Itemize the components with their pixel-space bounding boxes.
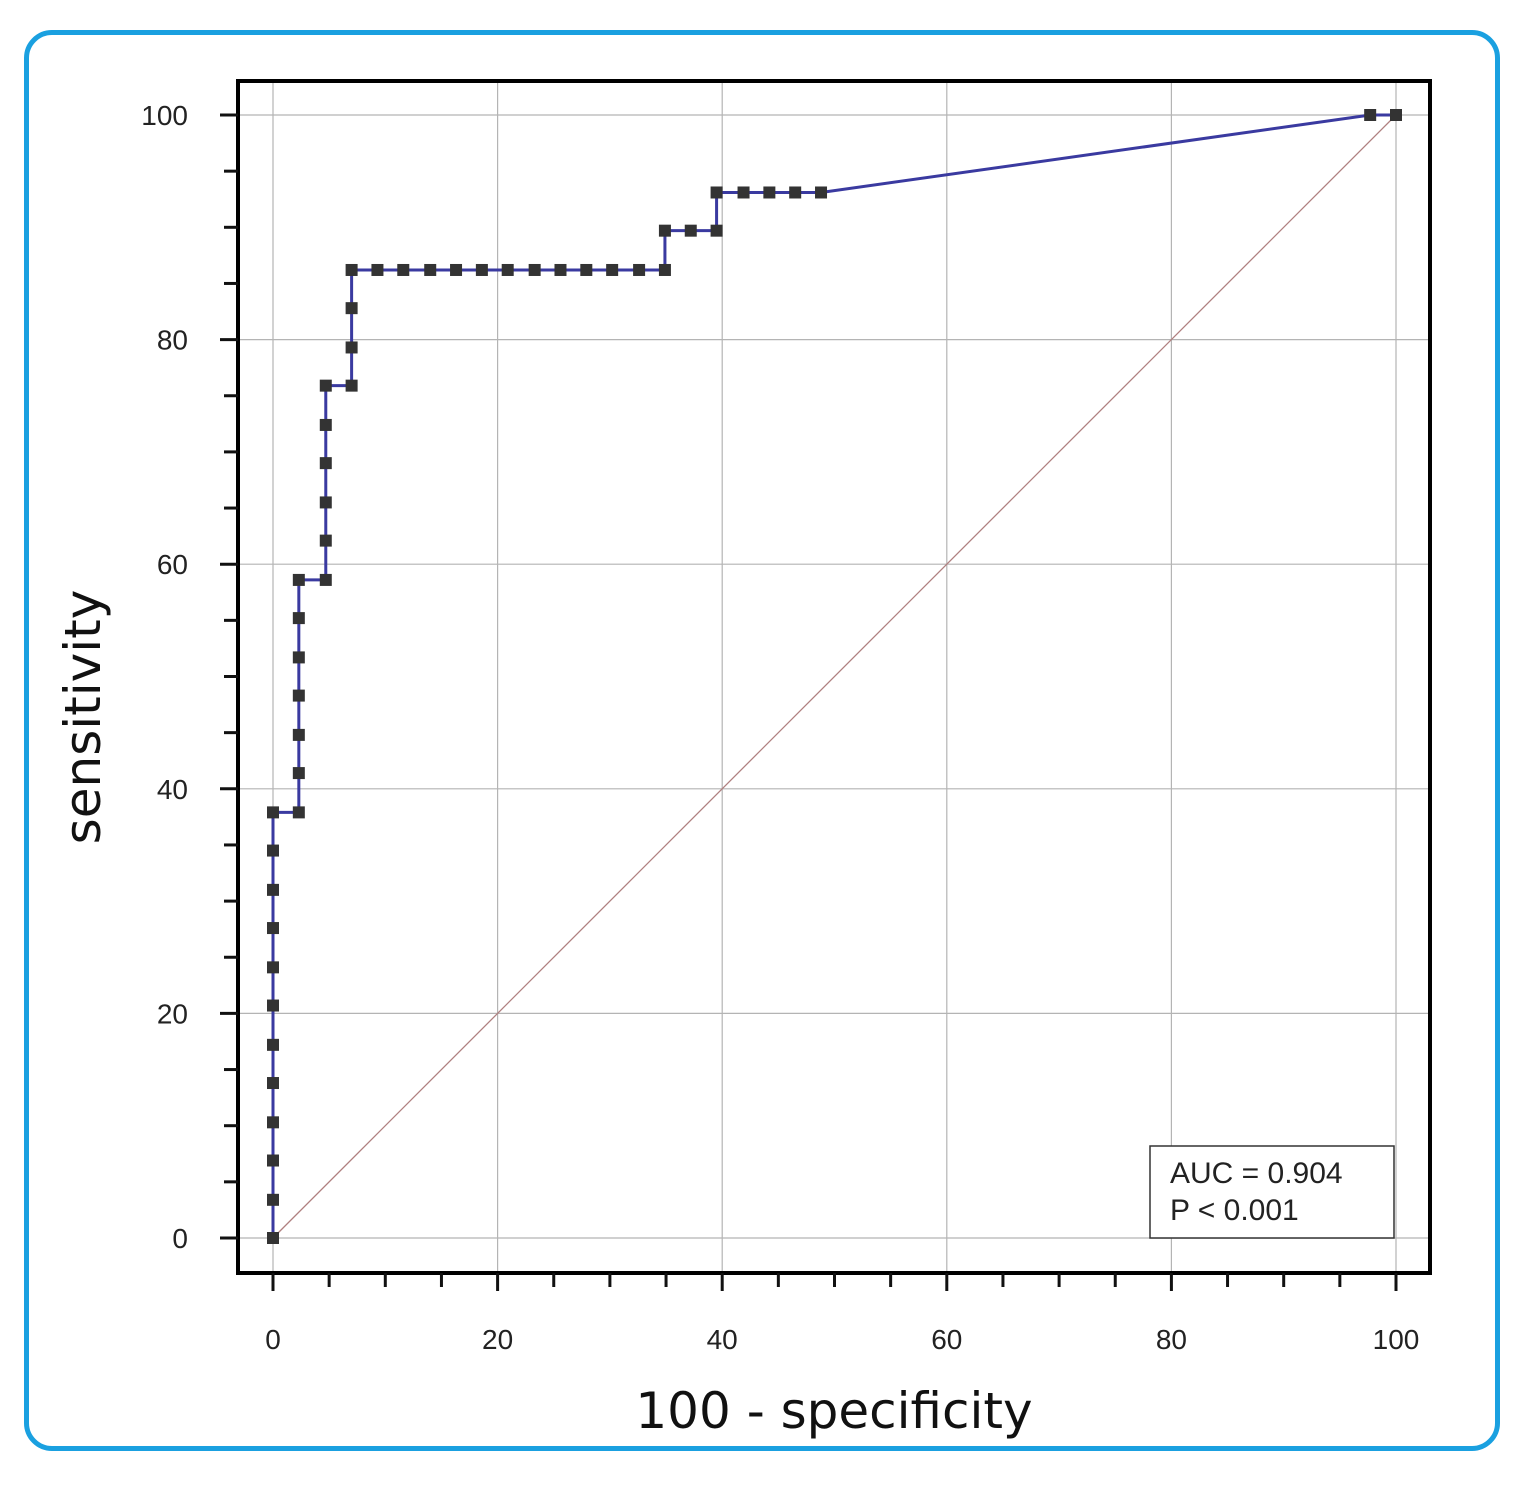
roc-marker-15 (292, 689, 305, 702)
roc-marker-46 (763, 186, 776, 199)
roc-marker-47 (789, 186, 802, 199)
roc-marker-10 (267, 844, 279, 857)
roc-marker-2 (267, 1154, 279, 1167)
roc-marker-22 (319, 457, 332, 470)
roc-marker-29 (371, 263, 384, 276)
roc-marker-36 (554, 263, 567, 276)
roc-marker-38 (606, 263, 619, 276)
roc-marker-35 (528, 263, 541, 276)
roc-marker-50 (1390, 109, 1402, 121)
roc-marker-4 (267, 1077, 279, 1090)
y-tick-label-60: 60 (157, 549, 188, 580)
roc-marker-3 (267, 1116, 279, 1129)
roc-marker-1 (267, 1193, 279, 1206)
roc-marker-42 (684, 224, 697, 237)
roc-marker-6 (267, 999, 279, 1012)
y-tick-label-40: 40 (157, 774, 188, 805)
roc-marker-20 (319, 534, 332, 547)
roc-marker-13 (292, 767, 305, 780)
y-axis-title: sensitivity (54, 590, 112, 845)
y-tick-label-0: 0 (172, 1223, 188, 1254)
roc-marker-48 (815, 186, 828, 199)
x-tick-label-80: 80 (1156, 1324, 1187, 1355)
roc-marker-45 (737, 186, 750, 199)
roc-marker-26 (345, 341, 358, 354)
roc-marker-17 (292, 612, 305, 625)
roc-marker-12 (292, 806, 305, 819)
roc-marker-21 (319, 496, 332, 509)
roc-marker-7 (267, 961, 279, 974)
roc-marker-49 (1364, 109, 1377, 121)
roc-marker-40 (658, 263, 671, 276)
roc-marker-14 (292, 728, 305, 741)
roc-marker-37 (580, 263, 593, 276)
roc-marker-11 (267, 806, 279, 819)
roc-marker-33 (475, 263, 488, 276)
y-tick-label-80: 80 (157, 325, 188, 356)
x-tick-label-0: 0 (265, 1324, 281, 1355)
roc-marker-28 (345, 263, 358, 276)
roc-marker-5 (267, 1038, 279, 1051)
roc-marker-19 (319, 573, 332, 586)
roc-marker-25 (345, 379, 358, 392)
axis-tick-labels: 0 20 40 60 80 100 0 20 40 60 80 100 (141, 100, 1419, 1355)
x-axis-title: 100 - specificity (635, 1382, 1032, 1440)
roc-marker-0 (267, 1232, 279, 1244)
roc-marker-44 (710, 186, 723, 199)
p-value: P < 0.001 (1170, 1194, 1299, 1227)
x-tick-label-40: 40 (707, 1324, 738, 1355)
roc-markers (267, 109, 1402, 1244)
roc-marker-31 (424, 263, 437, 276)
y-tick-label-100: 100 (141, 100, 188, 131)
roc-marker-24 (319, 379, 332, 392)
reference-diagonal (272, 114, 1397, 1239)
roc-marker-34 (501, 263, 514, 276)
roc-marker-27 (345, 302, 358, 315)
legend-border (1149, 1145, 1395, 1239)
x-tick-label-60: 60 (931, 1324, 962, 1355)
roc-marker-43 (710, 224, 723, 237)
roc-marker-23 (319, 418, 332, 431)
auc-legend-box: AUC = 0.904 P < 0.001 (1149, 1145, 1395, 1239)
roc-marker-18 (292, 573, 305, 586)
x-tick-label-20: 20 (482, 1324, 513, 1355)
roc-marker-32 (450, 263, 463, 276)
roc-marker-39 (633, 263, 646, 276)
roc-marker-41 (658, 224, 671, 237)
auc-value: AUC = 0.904 (1170, 1157, 1343, 1190)
roc-marker-8 (267, 922, 279, 935)
roc-marker-16 (292, 651, 305, 664)
axis-ticks (220, 113, 1398, 1291)
roc-marker-30 (397, 263, 410, 276)
roc-marker-9 (267, 883, 279, 896)
y-tick-label-20: 20 (157, 998, 188, 1029)
x-tick-label-100: 100 (1373, 1324, 1420, 1355)
